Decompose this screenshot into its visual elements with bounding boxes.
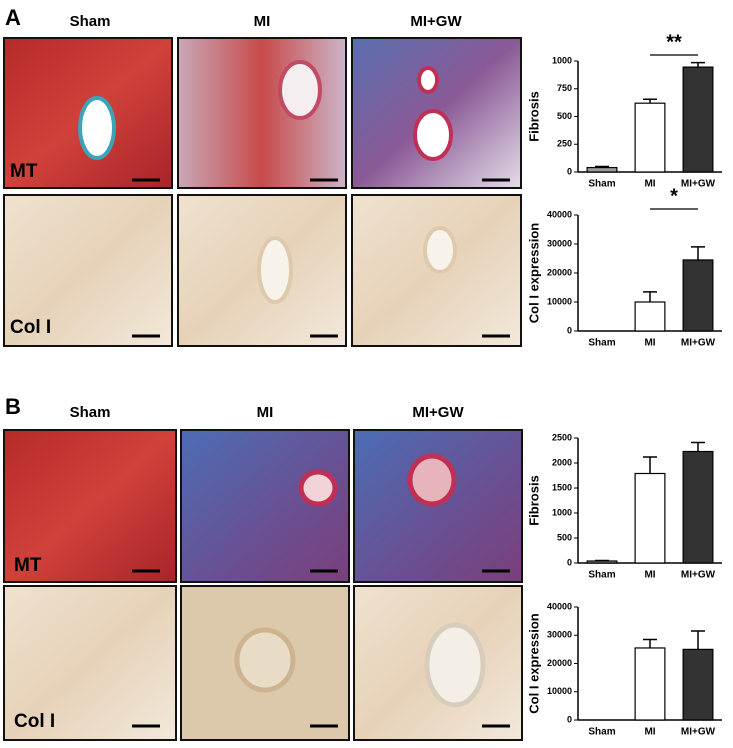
x-tick-label: MI xyxy=(644,338,655,349)
x-tick-label: MI xyxy=(644,570,655,581)
y-tick-label: 1500 xyxy=(552,482,572,492)
scale-bars xyxy=(132,178,510,728)
bar xyxy=(586,166,618,173)
y-axis-label: Col I expression xyxy=(526,223,541,323)
y-tick-label: 0 xyxy=(567,557,572,567)
image xyxy=(3,429,177,583)
y-tick-label: 2000 xyxy=(552,457,572,467)
x-tick-label: Sham xyxy=(588,338,615,349)
error-bar xyxy=(643,291,657,302)
error-bar xyxy=(643,98,657,104)
y-tick-label: 0 xyxy=(567,714,572,724)
bar xyxy=(634,301,666,332)
error-bar xyxy=(643,456,657,474)
column-header: MI+GW xyxy=(412,404,464,421)
y-tick-label: 500 xyxy=(557,532,572,542)
bar xyxy=(682,259,714,332)
column-header: Sham xyxy=(70,13,111,30)
y-tick-label: 20000 xyxy=(547,658,572,668)
vessels-b xyxy=(234,453,486,708)
error-bar xyxy=(595,559,609,562)
y-tick-label: 40000 xyxy=(547,601,572,611)
image xyxy=(177,37,347,189)
y-tick-label: 10000 xyxy=(547,686,572,696)
significance-label: * xyxy=(670,185,678,207)
image xyxy=(353,429,523,583)
y-axis-label: Fibrosis xyxy=(526,91,541,142)
error-bar xyxy=(691,246,705,260)
bar xyxy=(634,102,666,173)
y-tick-label: 40000 xyxy=(547,209,572,219)
x-tick-label: MI+GW xyxy=(681,179,716,190)
y-tick-label: 20000 xyxy=(547,267,572,277)
x-tick-label: MI+GW xyxy=(681,727,716,738)
column-header: MI xyxy=(254,13,271,30)
x-tick-label: Sham xyxy=(588,179,615,190)
y-tick-label: 10000 xyxy=(547,296,572,306)
bar xyxy=(682,648,714,721)
column-header: Sham xyxy=(70,404,111,421)
row-label: Col I xyxy=(10,317,51,338)
image xyxy=(180,429,350,583)
x-tick-label: MI xyxy=(644,727,655,738)
bar xyxy=(682,66,714,173)
panel-a-images xyxy=(3,37,522,347)
x-tick-label: Sham xyxy=(588,570,615,581)
column-header: MI+GW xyxy=(410,13,462,30)
significance-label: ** xyxy=(666,31,682,53)
y-tick-label: 2500 xyxy=(552,432,572,442)
error-bar xyxy=(691,441,705,452)
image xyxy=(3,585,177,741)
x-tick-label: MI+GW xyxy=(681,570,716,581)
error-bar xyxy=(691,61,705,68)
y-tick-label: 1000 xyxy=(552,55,572,65)
image xyxy=(3,194,173,347)
y-axis-label: Col I expression xyxy=(526,613,541,713)
panel-label: A xyxy=(5,5,21,30)
y-tick-label: 30000 xyxy=(547,238,572,248)
x-tick-label: Sham xyxy=(588,727,615,738)
bar xyxy=(586,560,618,564)
row-label: MT xyxy=(14,555,42,576)
y-tick-label: 30000 xyxy=(547,630,572,640)
y-tick-label: 0 xyxy=(567,166,572,176)
bar xyxy=(634,647,666,721)
error-bar xyxy=(595,165,609,168)
y-tick-label: 500 xyxy=(557,111,572,121)
row-label: MT xyxy=(10,161,38,182)
column-header: MI xyxy=(257,404,274,421)
vessels xyxy=(78,60,457,304)
bar xyxy=(682,450,714,564)
row-label: Col I xyxy=(14,711,55,732)
x-tick-label: MI+GW xyxy=(681,338,716,349)
y-tick-label: 750 xyxy=(557,83,572,93)
bar xyxy=(634,472,666,564)
panel-label: B xyxy=(5,394,21,419)
y-tick-label: 0 xyxy=(567,325,572,335)
y-axis-label: Fibrosis xyxy=(526,475,541,526)
error-bar xyxy=(643,638,657,648)
error-bar xyxy=(691,630,705,650)
y-tick-label: 1000 xyxy=(552,507,572,517)
x-tick-label: MI xyxy=(644,179,655,190)
y-tick-label: 250 xyxy=(557,139,572,149)
